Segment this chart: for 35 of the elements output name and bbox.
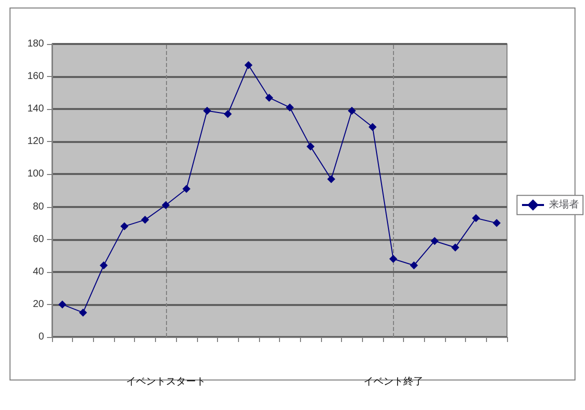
point (58, 300, 66, 308)
point (472, 214, 480, 222)
y-tick-label: 0 (38, 332, 44, 342)
legend-label: 来場者 (549, 198, 579, 210)
text: イベントスタート (126, 376, 206, 388)
y-tick-label: 60 (32, 234, 44, 245)
point (265, 94, 274, 102)
point (203, 106, 212, 115)
point (451, 243, 460, 252)
y-tick-label: 100 (27, 168, 44, 180)
point (368, 123, 377, 132)
point (286, 103, 294, 112)
y-tick-label: 40 (32, 266, 44, 278)
point (162, 201, 170, 210)
point (79, 308, 88, 317)
point (430, 236, 439, 245)
point (327, 175, 336, 184)
point (120, 222, 128, 230)
text: イベント終了 (363, 376, 424, 388)
y-tick-label: 120 (27, 136, 44, 148)
y-tick-label: 20 (32, 298, 44, 310)
point (389, 254, 398, 263)
y-tick-label: 140 (27, 104, 44, 115)
y-tick-label: 80 (32, 201, 44, 212)
point (306, 142, 315, 151)
point (224, 110, 232, 118)
point (141, 216, 150, 224)
point (348, 106, 356, 115)
point (100, 261, 108, 270)
point (410, 261, 418, 270)
y-tick-label: 180 (27, 38, 44, 50)
point (492, 219, 501, 228)
point (244, 61, 252, 70)
point (182, 184, 190, 193)
y-tick-label: 160 (27, 71, 44, 82)
